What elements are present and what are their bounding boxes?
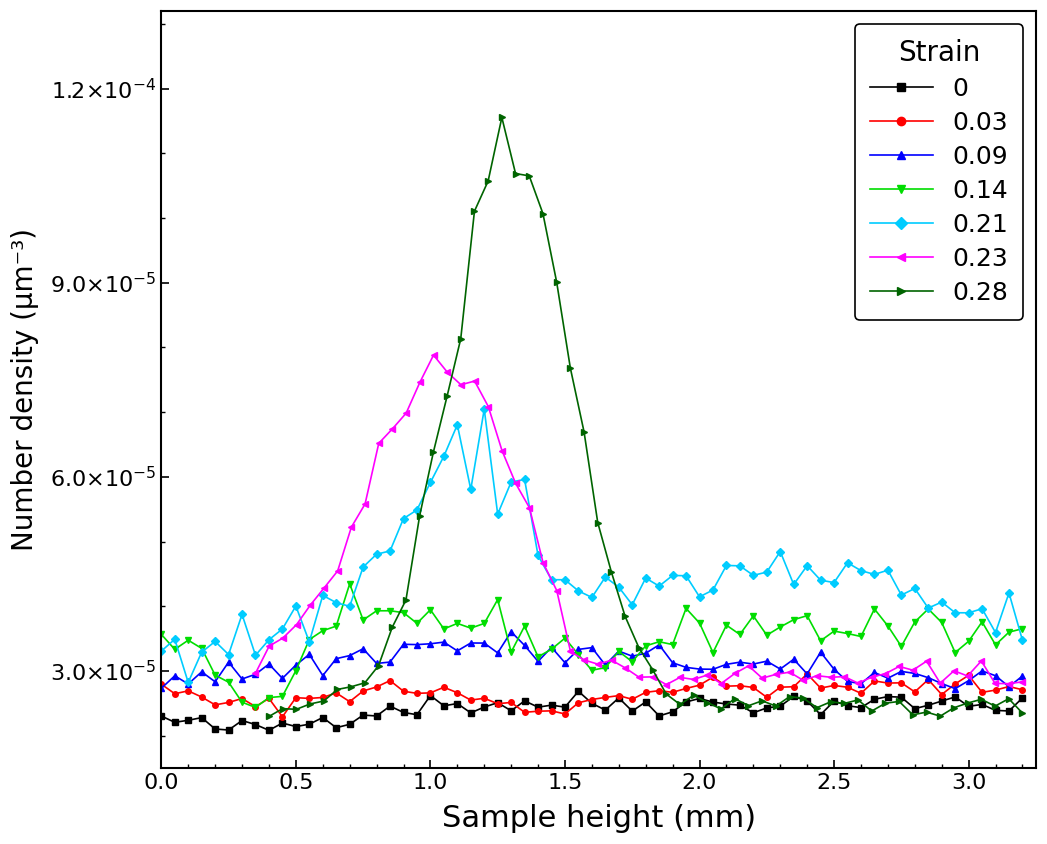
0	[922, 701, 935, 711]
Line: 0.09: 0.09	[158, 629, 1025, 691]
0	[572, 686, 584, 696]
0.23	[660, 679, 672, 690]
0.14	[343, 579, 356, 589]
0.21	[182, 678, 195, 688]
0.28	[495, 112, 508, 122]
0.09	[410, 640, 423, 650]
0.03	[1017, 684, 1029, 695]
0.28	[742, 701, 755, 711]
0.09	[949, 684, 961, 694]
0.21	[424, 478, 437, 488]
0.03	[424, 688, 437, 698]
0.14	[545, 644, 558, 654]
0.28	[551, 277, 563, 287]
0.03	[155, 679, 168, 690]
0.09	[612, 646, 625, 656]
0	[371, 711, 383, 721]
0.23	[592, 659, 604, 669]
0.14	[922, 604, 935, 614]
0.28	[276, 704, 289, 714]
0.21	[477, 404, 490, 414]
0.14	[249, 702, 262, 712]
0.09	[532, 657, 544, 667]
0.03	[989, 685, 1002, 695]
0.09	[505, 627, 517, 637]
0.23	[276, 633, 289, 643]
0.28	[852, 695, 865, 705]
0.28	[263, 711, 275, 722]
0.09	[357, 644, 370, 654]
0.09	[155, 684, 168, 694]
0.28	[701, 697, 714, 707]
0.03	[612, 690, 625, 701]
Y-axis label: Number density (μm⁻³): Number density (μm⁻³)	[12, 228, 39, 551]
0.23	[427, 350, 440, 360]
0.21	[989, 627, 1002, 637]
0.03	[801, 668, 814, 679]
X-axis label: Sample height (mm): Sample height (mm)	[442, 803, 756, 833]
0.14	[384, 606, 397, 616]
0.23	[797, 675, 809, 685]
0.09	[989, 671, 1002, 681]
0.14	[438, 624, 450, 634]
Line: 0.21: 0.21	[158, 407, 1025, 685]
0.03	[532, 706, 544, 717]
0.21	[1017, 636, 1029, 646]
0.14	[1017, 624, 1029, 634]
Line: 0.03: 0.03	[158, 671, 1025, 720]
0.21	[155, 646, 168, 656]
0	[532, 702, 544, 712]
0.23	[810, 671, 823, 681]
0.28	[770, 701, 782, 711]
0	[263, 725, 275, 735]
Legend: 0, 0.03, 0.09, 0.14, 0.21, 0.23, 0.28: 0, 0.03, 0.09, 0.14, 0.21, 0.23, 0.28	[855, 24, 1023, 320]
Line: 0.28: 0.28	[266, 115, 1025, 719]
0.21	[626, 600, 639, 610]
0.23	[290, 619, 303, 630]
Line: 0.14: 0.14	[158, 581, 1025, 710]
0.23	[468, 376, 481, 387]
0	[626, 706, 639, 717]
0	[155, 711, 168, 721]
0	[1017, 693, 1029, 703]
0.28	[1017, 708, 1029, 718]
Line: 0: 0	[158, 689, 1025, 733]
Line: 0.23: 0.23	[252, 352, 1025, 687]
0.23	[249, 668, 262, 679]
0	[989, 706, 1002, 716]
0.03	[371, 682, 383, 692]
0.14	[626, 657, 639, 667]
0.03	[276, 711, 289, 722]
0	[424, 690, 437, 701]
0.09	[1017, 671, 1029, 681]
0.23	[1017, 677, 1029, 687]
0.14	[989, 640, 1002, 650]
0.21	[371, 549, 383, 560]
0.21	[922, 603, 935, 613]
0.21	[545, 575, 558, 585]
0.09	[909, 668, 921, 679]
0.14	[155, 630, 168, 640]
0.03	[922, 674, 935, 684]
